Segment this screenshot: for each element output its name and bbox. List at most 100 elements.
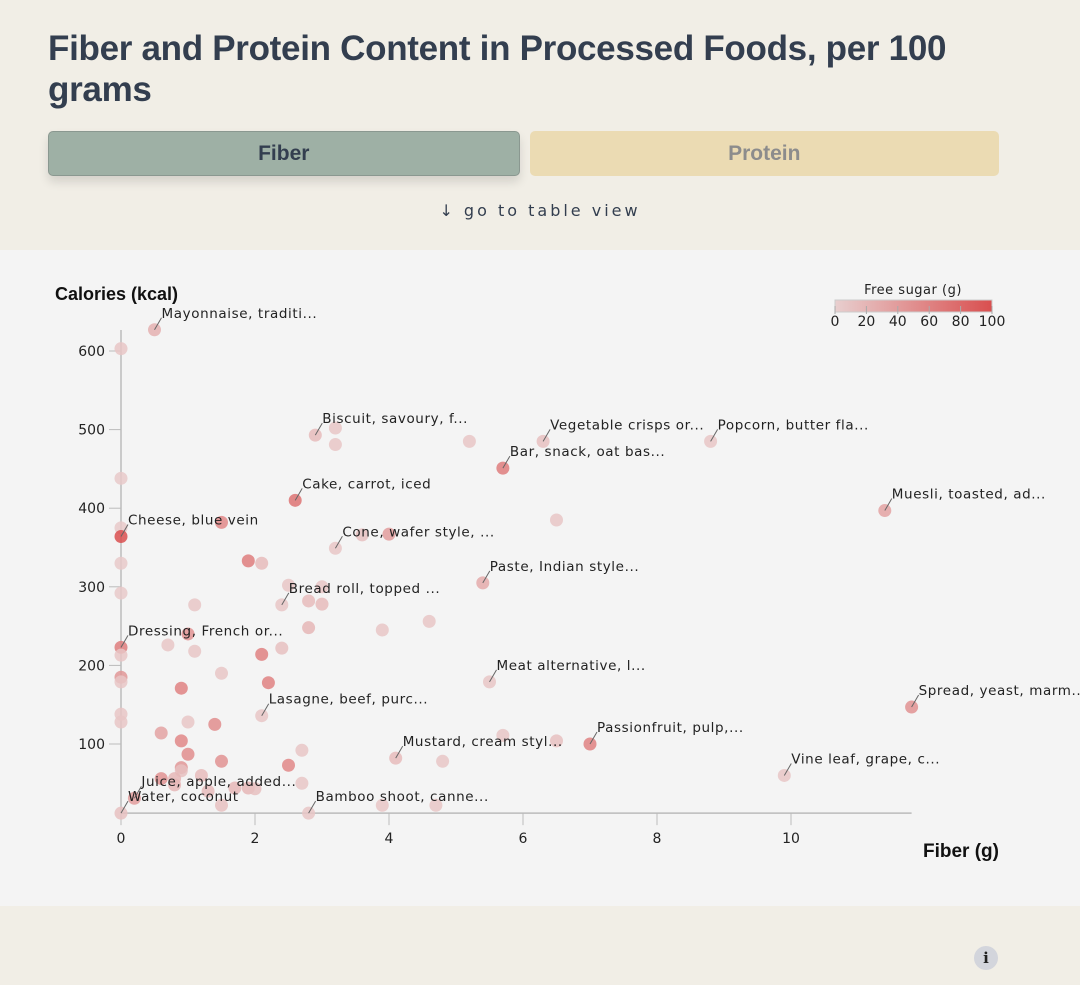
- point-label: Popcorn, butter fla...: [718, 417, 869, 433]
- data-point[interactable]: [315, 597, 329, 611]
- data-point[interactable]: [215, 754, 228, 768]
- data-point[interactable]: [194, 768, 208, 782]
- data-point[interactable]: [228, 781, 242, 795]
- data-point[interactable]: [375, 623, 389, 637]
- data-point[interactable]: [302, 621, 316, 635]
- go-to-table-view-link[interactable]: ↓ go to table view: [439, 201, 641, 220]
- label-leader-line: [294, 488, 303, 501]
- data-point[interactable]: [168, 778, 182, 792]
- data-point[interactable]: [174, 734, 188, 748]
- legend-tick-label: 40: [889, 314, 907, 330]
- data-point[interactable]: [355, 528, 369, 542]
- data-point[interactable]: [275, 641, 289, 655]
- x-tick-label: 0: [117, 831, 126, 847]
- data-point[interactable]: [114, 586, 128, 600]
- data-point[interactable]: [261, 676, 275, 690]
- tab-fiber[interactable]: Fiber: [48, 131, 520, 176]
- point-label: Dressing, French or...: [128, 623, 283, 639]
- data-point[interactable]: [422, 614, 436, 628]
- data-point[interactable]: [328, 438, 342, 452]
- data-point[interactable]: [248, 782, 262, 796]
- data-point[interactable]: [375, 798, 389, 812]
- point-label: Vine leaf, grape, c...: [791, 751, 940, 767]
- data-point[interactable]: [181, 715, 195, 729]
- data-point[interactable]: [496, 728, 510, 742]
- point-label: Cone, wafer style, ...: [342, 524, 494, 540]
- data-point[interactable]: [114, 675, 128, 689]
- data-point[interactable]: [550, 513, 563, 527]
- data-point[interactable]: [315, 580, 329, 594]
- data-point[interactable]: [114, 471, 128, 485]
- point-label: Mayonnaise, traditi...: [162, 306, 318, 322]
- point-label: Spread, yeast, marm...: [919, 683, 1080, 699]
- label-leader-line: [133, 785, 142, 799]
- point-label: Bamboo shoot, canne...: [316, 789, 489, 805]
- label-leader-line: [120, 635, 129, 648]
- point-label: Muesli, toasted, ad...: [892, 487, 1046, 503]
- data-point[interactable]: [215, 515, 228, 529]
- data-point[interactable]: [208, 717, 222, 731]
- point-label: Cake, carrot, iced: [302, 476, 431, 492]
- data-point[interactable]: [114, 342, 128, 356]
- data-point[interactable]: [328, 421, 342, 435]
- label-leader-line: [120, 800, 129, 814]
- data-point[interactable]: [255, 556, 269, 570]
- label-leader-line: [334, 536, 343, 549]
- axes: 100 200 300 400 500 600 0 2 4 6 8 10: [78, 330, 912, 847]
- y-tick-label: 300: [78, 580, 105, 596]
- info-icon[interactable]: i: [974, 946, 998, 970]
- point-label: Mustard, cream styl...: [403, 734, 563, 750]
- x-tick-label: 2: [251, 831, 260, 847]
- data-point[interactable]: [188, 644, 202, 658]
- label-leader-line: [314, 422, 323, 436]
- data-point[interactable]: [282, 578, 295, 592]
- data-point[interactable]: [215, 666, 228, 680]
- y-tick-label: 400: [78, 501, 105, 517]
- label-leader-line: [281, 592, 290, 606]
- data-point[interactable]: [241, 554, 255, 568]
- data-point[interactable]: [174, 681, 188, 695]
- legend-tick-label: 60: [920, 314, 938, 330]
- x-tick-label: 4: [385, 831, 394, 847]
- data-point[interactable]: [436, 754, 450, 768]
- label-leader-line: [502, 455, 511, 469]
- data-point[interactable]: [382, 527, 396, 541]
- data-point[interactable]: [161, 638, 175, 652]
- data-point[interactable]: [201, 784, 215, 798]
- data-point[interactable]: [114, 715, 128, 729]
- color-legend: Free sugar (g) 0 20 40 60 80 100: [831, 283, 1006, 330]
- y-axis-label: Calories (kcal): [55, 284, 178, 304]
- data-point[interactable]: [114, 648, 128, 662]
- data-point[interactable]: [255, 647, 269, 661]
- data-point[interactable]: [114, 556, 128, 570]
- data-points: [114, 323, 919, 820]
- point-label: Cheese, blue vein: [128, 512, 259, 528]
- point-label: Bar, snack, oat bas...: [510, 444, 665, 460]
- x-tick-label: 6: [519, 831, 528, 847]
- tab-protein[interactable]: Protein: [529, 131, 999, 176]
- label-leader-line: [884, 498, 893, 511]
- header: Fiber and Protein Content in Processed F…: [0, 0, 1080, 250]
- data-point[interactable]: [462, 434, 476, 448]
- data-point[interactable]: [188, 598, 202, 612]
- data-point[interactable]: [282, 758, 295, 772]
- data-point[interactable]: [154, 726, 168, 740]
- label-leader-line: [911, 694, 920, 708]
- data-point[interactable]: [550, 734, 563, 748]
- data-point[interactable]: [154, 772, 168, 786]
- data-point[interactable]: [295, 776, 309, 790]
- label-leader-line: [395, 745, 404, 759]
- data-point[interactable]: [181, 627, 195, 641]
- data-point[interactable]: [181, 747, 195, 761]
- data-point[interactable]: [429, 798, 443, 812]
- y-tick-label: 100: [78, 737, 105, 753]
- data-point[interactable]: [295, 743, 309, 757]
- point-label: Paste, Indian style...: [490, 559, 639, 575]
- legend-tick-label: 80: [952, 314, 970, 330]
- data-point[interactable]: [302, 594, 316, 608]
- legend-gradient-bar: [834, 299, 993, 313]
- point-labels: Mayonnaise, traditi... Biscuit, savoury, …: [120, 306, 1080, 814]
- data-point[interactable]: [215, 798, 228, 812]
- label-leader-line: [589, 731, 598, 745]
- point-label: Biscuit, savoury, f...: [322, 411, 468, 427]
